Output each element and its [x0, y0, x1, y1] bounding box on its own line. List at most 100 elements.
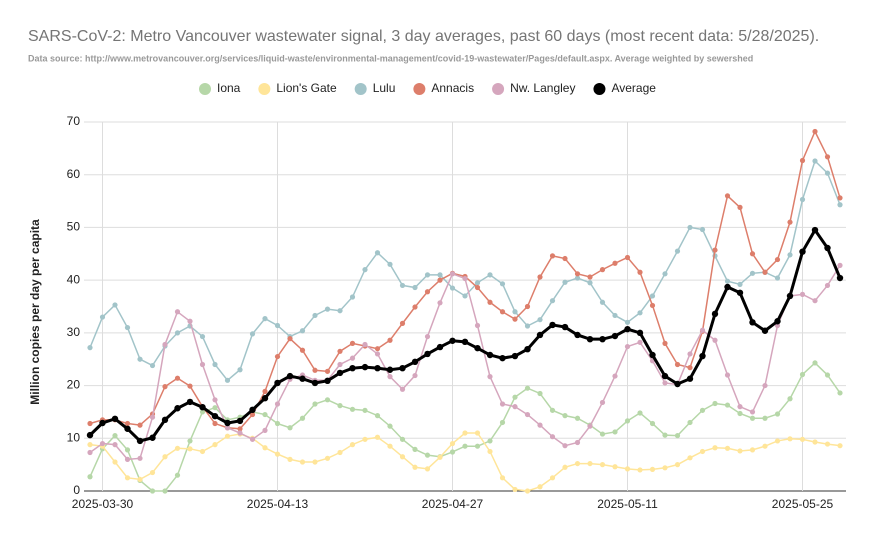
data-point — [349, 442, 356, 448]
legend-label: Iona — [217, 81, 241, 95]
data-point — [462, 430, 468, 436]
legend-swatch — [413, 83, 426, 95]
data-point — [487, 299, 493, 305]
data-point — [387, 374, 393, 380]
data-point — [112, 442, 118, 448]
data-point — [286, 372, 294, 380]
data-point — [837, 443, 843, 449]
data-point — [562, 279, 568, 285]
legend-label: Lulu — [373, 81, 396, 95]
data-point — [512, 486, 518, 493]
data-point — [637, 310, 643, 316]
data-point — [386, 366, 394, 373]
data-point — [662, 340, 668, 346]
data-point — [149, 469, 156, 476]
data-point — [736, 289, 744, 296]
data-point — [174, 472, 181, 478]
data-point — [574, 415, 581, 421]
data-point — [836, 274, 844, 282]
data-point — [662, 465, 668, 471]
data-point — [774, 411, 781, 417]
data-point — [487, 448, 493, 455]
data-point — [299, 328, 306, 334]
data-point — [387, 337, 393, 343]
data-point — [637, 339, 643, 345]
data-point — [649, 351, 656, 359]
data-point — [137, 455, 143, 461]
data-point — [624, 343, 631, 350]
data-point — [112, 433, 118, 439]
x-tick-label: 2025-04-27 — [422, 497, 484, 511]
legend-swatch — [492, 83, 505, 95]
data-point — [124, 447, 131, 453]
data-point — [799, 291, 806, 297]
data-point — [162, 384, 168, 390]
data-point — [549, 407, 556, 413]
data-point — [437, 454, 443, 460]
data-point — [311, 379, 319, 387]
data-point — [549, 253, 556, 259]
data-point — [574, 460, 581, 467]
data-point — [737, 404, 743, 410]
data-point — [262, 316, 268, 322]
data-point — [686, 375, 694, 382]
data-point — [324, 377, 331, 385]
data-point — [87, 474, 93, 480]
data-point — [424, 452, 431, 458]
data-point — [499, 419, 506, 426]
data-point — [262, 411, 268, 418]
data-point — [611, 332, 619, 340]
data-point — [261, 395, 269, 402]
legend-label: Annacis — [431, 81, 474, 95]
data-point — [512, 309, 518, 315]
data-point — [374, 351, 381, 357]
data-point — [486, 351, 494, 359]
data-point — [187, 446, 193, 452]
data-point — [737, 448, 743, 454]
data-point — [699, 448, 706, 455]
data-point — [312, 312, 318, 319]
data-point — [812, 158, 818, 164]
data-point — [599, 267, 606, 273]
chart-subtitle: Data source: http://www.metrovancouver.o… — [28, 53, 753, 63]
data-point — [162, 341, 168, 348]
data-point — [662, 271, 668, 277]
data-point — [124, 456, 131, 462]
data-point — [124, 420, 131, 427]
data-point — [274, 420, 281, 427]
data-point — [812, 298, 818, 304]
data-point — [124, 475, 131, 481]
data-point — [512, 404, 518, 410]
data-point — [536, 331, 544, 339]
data-point — [787, 252, 793, 258]
data-point — [399, 364, 406, 372]
data-point — [549, 321, 556, 329]
legend-label: Average — [611, 81, 656, 95]
data-point — [199, 448, 206, 455]
data-point — [212, 420, 218, 427]
data-point — [699, 327, 706, 333]
data-point — [649, 293, 656, 299]
data-point — [312, 401, 318, 407]
data-point — [811, 226, 819, 234]
data-point — [474, 280, 481, 286]
data-point — [174, 309, 181, 315]
data-point — [374, 434, 381, 440]
data-point — [837, 195, 843, 201]
data-point — [236, 417, 244, 425]
data-point — [587, 280, 593, 286]
data-point — [437, 272, 443, 278]
y-axis-label: Million copies per day per capita — [28, 219, 42, 405]
data-point — [337, 348, 343, 354]
data-point — [161, 416, 169, 424]
data-point — [537, 390, 543, 397]
data-point — [737, 410, 743, 417]
data-point — [499, 354, 506, 362]
data-point — [112, 459, 118, 465]
data-point — [462, 443, 468, 449]
data-point — [449, 440, 456, 447]
data-point — [624, 466, 631, 472]
data-point — [687, 455, 693, 461]
data-point — [824, 170, 831, 176]
x-tick-label: 2025-03-30 — [72, 497, 134, 511]
